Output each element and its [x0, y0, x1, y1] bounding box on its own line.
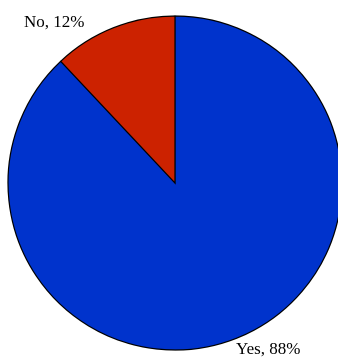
pie-slice-no [59, 15, 176, 185]
data-label-no: No, 12% [24, 12, 84, 31]
pie-slices [7, 15, 338, 351]
pie-slice-yes [7, 15, 338, 351]
data-label-yes: Yes, 88% [236, 339, 300, 358]
